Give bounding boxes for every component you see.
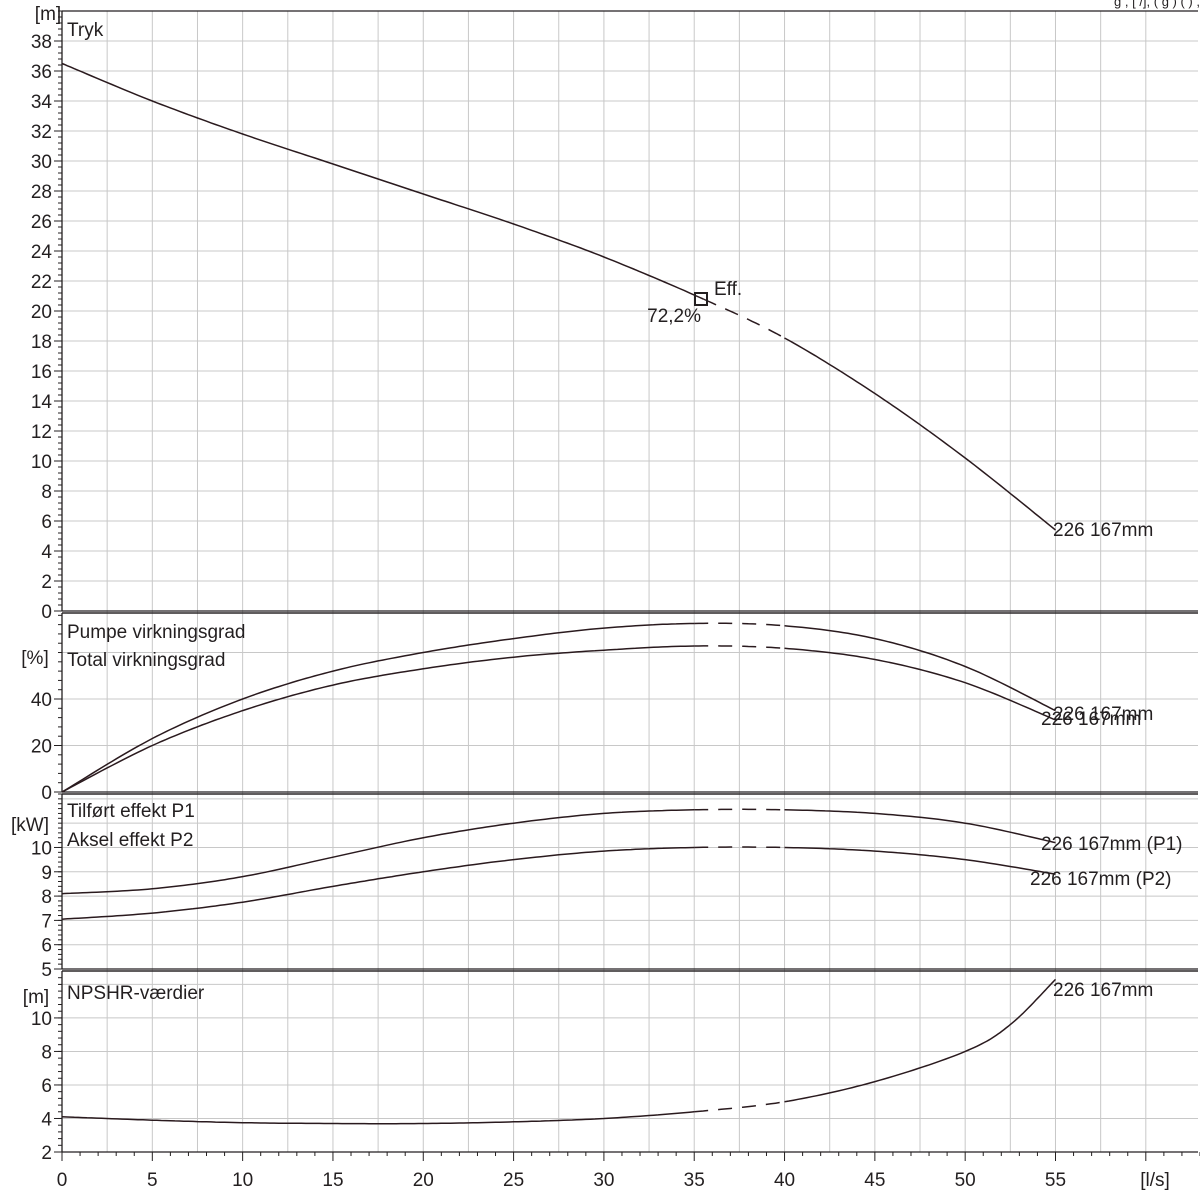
series-line-dashed: [694, 1100, 785, 1113]
y-tick-label: 16: [31, 362, 52, 383]
series-line-dashed: [702, 298, 785, 339]
efficiency-marker: [694, 292, 708, 306]
panel2-series-label-pump: 226 167mm: [1053, 704, 1153, 725]
x-tick-label: 35: [684, 1170, 705, 1191]
y-tick-label: 0: [41, 602, 52, 623]
x-tick-label: 20: [413, 1170, 434, 1191]
series-line-dashed: [694, 808, 785, 811]
y-tick-label: 22: [31, 272, 52, 293]
y-tick-label: 8: [41, 482, 52, 503]
y-tick-label: 6: [41, 936, 52, 957]
y-tick-label: 10: [31, 838, 52, 859]
panel1-series-label: 226 167mm: [1053, 520, 1153, 541]
series-line: [784, 647, 1056, 721]
x-tick-label: 10: [232, 1170, 253, 1191]
x-tick-label: 55: [1045, 1170, 1066, 1191]
series-line-dashed: [694, 622, 785, 627]
x-tick-label: 25: [503, 1170, 524, 1191]
series-line-dashed: [694, 846, 785, 849]
series-line: [784, 978, 1057, 1103]
panel4-y-unit: [m]: [23, 987, 49, 1008]
y-tick-label: 12: [31, 422, 52, 443]
efficiency-label: Eff.: [714, 279, 742, 300]
curve-layer: [61, 62, 1057, 1125]
y-tick-label: 5: [41, 960, 52, 981]
series-line: [784, 337, 1056, 531]
x-tick-label: 5: [147, 1170, 158, 1191]
series-line: [61, 645, 695, 793]
y-tick-label: 30: [31, 152, 52, 173]
y-tick-label: 8: [41, 887, 52, 908]
x-axis-unit: [l/s]: [1140, 1170, 1170, 1191]
panel1-y-unit: [m]: [35, 4, 61, 25]
panel2-y-unit: [%]: [21, 648, 48, 669]
panel2-title2: Total virkningsgrad: [67, 650, 225, 671]
grid-layer: [62, 10, 1198, 1153]
panel2-series-label-total: 226 167mm: [1041, 709, 1141, 730]
y-tick-label: 36: [31, 62, 52, 83]
y-tick-label: 6: [41, 1076, 52, 1097]
series-line: [784, 846, 1056, 875]
series-line: [784, 809, 1056, 844]
series-line: [784, 625, 1056, 712]
series-line: [61, 1111, 695, 1125]
series-line-dashed: [694, 645, 785, 650]
y-tick-label: 8: [41, 1042, 52, 1063]
panel4-series-label: 226 167mm: [1053, 980, 1153, 1001]
y-tick-label: 18: [31, 332, 52, 353]
panel3-y-unit: [kW]: [11, 815, 49, 836]
panel3-series-label-p2: 226 167mm (P2): [1030, 869, 1172, 890]
x-tick-label: 45: [864, 1170, 885, 1191]
y-tick-label: 9: [41, 863, 52, 884]
panel3-series-label-p1: 226 167mm (P1): [1041, 834, 1183, 855]
x-tick-label: 40: [774, 1170, 795, 1191]
series-line: [61, 809, 695, 895]
y-tick-label: 20: [31, 737, 52, 758]
panel1-title: Tryk: [67, 20, 104, 41]
x-tick-label: 15: [322, 1170, 343, 1191]
y-tick-label: 4: [41, 1109, 52, 1130]
series-line: [61, 62, 704, 300]
x-tick-label: 0: [57, 1170, 68, 1191]
y-tick-label: 38: [31, 32, 52, 53]
y-tick-label: 10: [31, 452, 52, 473]
y-tick-label: 32: [31, 122, 52, 143]
y-tick-label: 2: [41, 572, 52, 593]
y-tick-label: 34: [31, 92, 53, 113]
y-tick-label: 0: [41, 783, 52, 804]
y-tick-label: 14: [31, 392, 53, 413]
y-tick-label: 7: [41, 911, 52, 932]
y-tick-label: 24: [31, 242, 53, 263]
y-tick-label: 4: [41, 542, 52, 563]
panel4-title: NPSHR-værdier: [67, 983, 205, 1004]
y-tick-label: 10: [31, 1009, 52, 1030]
panel3-title: Tilført effekt P1: [67, 801, 195, 822]
y-tick-label: 28: [31, 182, 52, 203]
y-tick-label: 40: [31, 690, 52, 711]
panel2-title: Pumpe virkningsgrad: [67, 622, 245, 643]
y-tick-label: 6: [41, 512, 52, 533]
x-tick-label: 30: [593, 1170, 614, 1191]
series-line: [61, 846, 695, 920]
header-fragment: g , [ /], ( g ) ( ) ,: [1114, 0, 1200, 9]
y-tick-label: 20: [31, 302, 52, 323]
panel3-title2: Aksel effekt P2: [67, 830, 193, 851]
y-tick-label: 26: [31, 212, 52, 233]
axis-layer: 0246810121416182022242628303234363802040…: [31, 10, 1200, 1191]
y-tick-label: 2: [41, 1143, 52, 1164]
series-line: [61, 622, 695, 793]
efficiency-value: 72,2%: [647, 306, 701, 327]
x-tick-label: 50: [955, 1170, 976, 1191]
